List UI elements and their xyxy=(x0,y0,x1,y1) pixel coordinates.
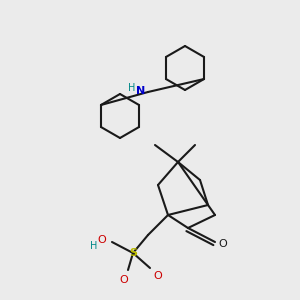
Text: H: H xyxy=(90,241,98,251)
Text: O: O xyxy=(120,275,128,285)
Text: H: H xyxy=(128,83,136,93)
Text: O: O xyxy=(98,235,106,245)
Text: S: S xyxy=(129,248,137,258)
Text: O: O xyxy=(154,271,162,281)
Text: O: O xyxy=(219,239,227,249)
Text: N: N xyxy=(136,86,146,96)
